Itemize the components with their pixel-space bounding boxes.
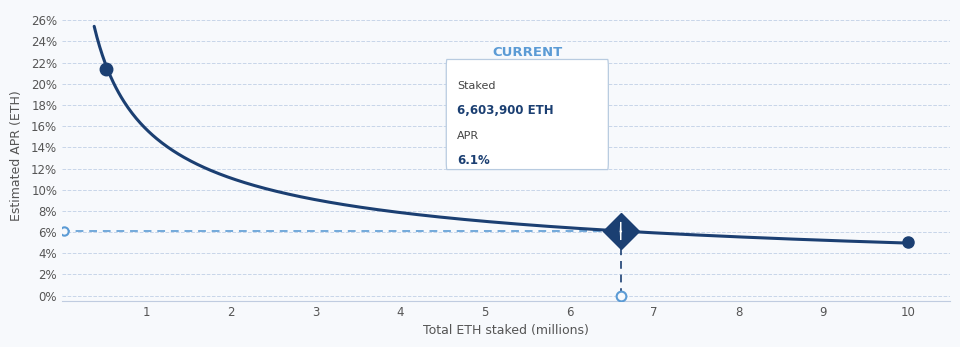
- Text: 6.1%: 6.1%: [457, 154, 490, 167]
- FancyBboxPatch shape: [446, 59, 609, 170]
- Text: CURRENT: CURRENT: [492, 46, 563, 59]
- Y-axis label: Estimated APR (ETH): Estimated APR (ETH): [10, 90, 23, 221]
- Text: 6,603,900 ETH: 6,603,900 ETH: [457, 104, 554, 117]
- Text: APR: APR: [457, 131, 479, 141]
- Text: Staked: Staked: [457, 81, 495, 91]
- X-axis label: Total ETH staked (millions): Total ETH staked (millions): [423, 324, 589, 337]
